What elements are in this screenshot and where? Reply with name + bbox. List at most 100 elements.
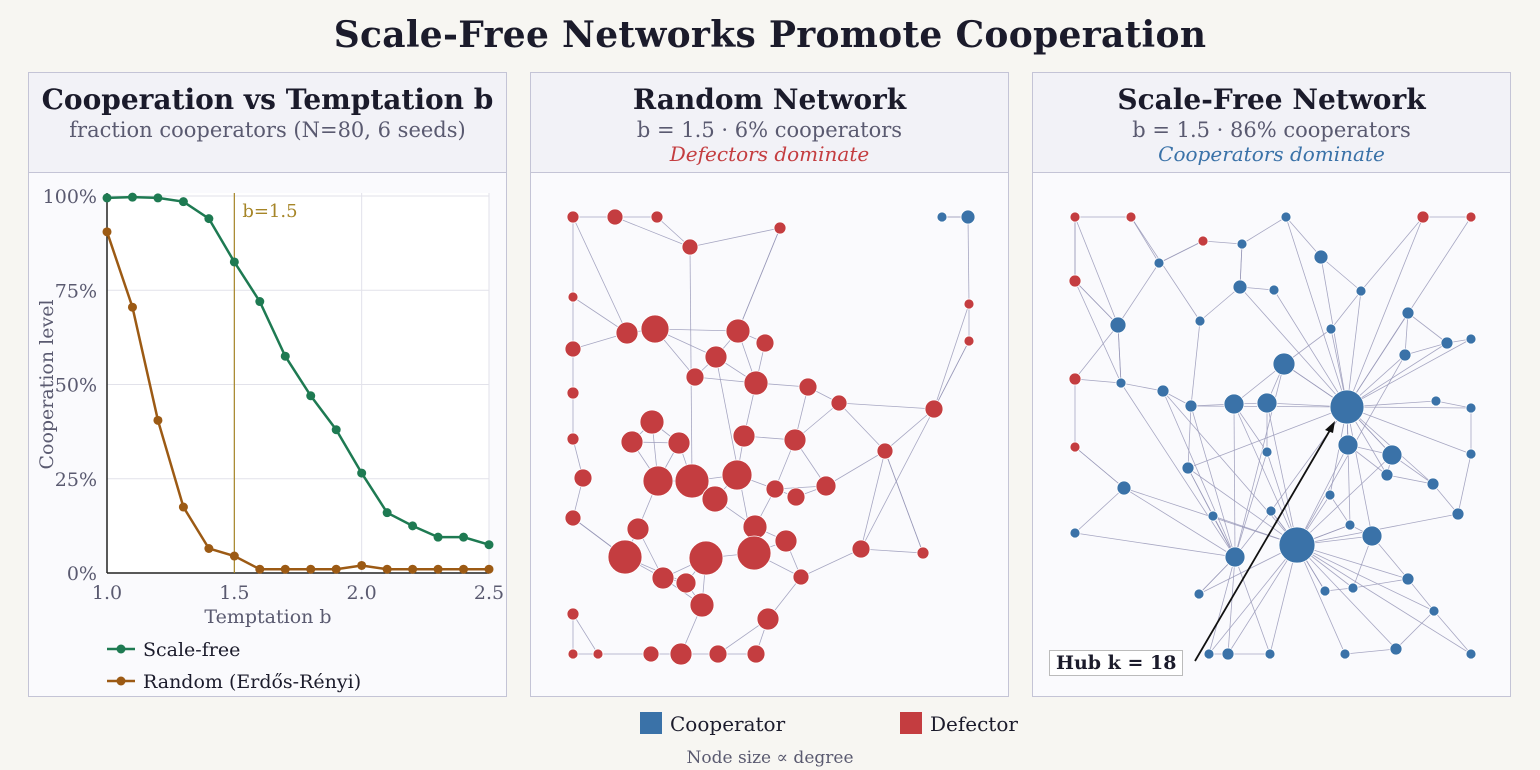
network-edge <box>1158 240 1204 264</box>
defector-node <box>642 645 660 663</box>
network-edge <box>1329 494 1351 526</box>
random-panel-header: Random Network b = 1.5 · 6% cooperators … <box>531 73 1008 173</box>
line-chart: 1.0 1.5 2.0 2.5 0% 25% 50% 75% 100% b=1.5 Temptati… <box>36 186 504 693</box>
chart-subtitle: fraction cooperators (N=80, 6 seeds) <box>69 118 466 142</box>
network-edge <box>689 227 781 248</box>
defector-node <box>783 428 807 452</box>
defector-node <box>732 424 756 448</box>
cooperator-node <box>1280 211 1292 223</box>
defector-node <box>674 463 710 499</box>
scalefree-subtitle: b = 1.5 · 86% cooperators <box>1132 118 1411 142</box>
network-edge <box>1296 454 1393 546</box>
network-edge <box>689 246 693 482</box>
defector-node <box>773 221 787 235</box>
data-point <box>178 502 188 512</box>
network-edge <box>1296 444 1349 546</box>
network-edge <box>825 450 886 487</box>
scalefree-note: Cooperators dominate <box>1158 142 1385 166</box>
network-edge <box>572 216 628 334</box>
cooperator-node <box>1232 279 1248 295</box>
network-edge <box>1330 290 1362 330</box>
cooperator-node <box>1398 348 1412 362</box>
defector-node <box>798 377 818 397</box>
defector-swatch <box>900 712 922 734</box>
cooperator-node <box>1116 480 1132 496</box>
network-edge <box>1074 324 1119 380</box>
data-point <box>255 564 265 574</box>
network-edge <box>1432 483 1459 515</box>
defector-node <box>566 210 580 224</box>
defector-node <box>650 210 664 224</box>
legend-caption: Node size ∝ degree <box>686 748 854 768</box>
cooperator-node <box>1339 648 1351 660</box>
y-tick-label: 50% <box>55 375 97 397</box>
network-edge <box>1346 406 1373 537</box>
cooperator-node <box>1256 392 1278 414</box>
defector-node <box>851 539 871 559</box>
defector-node <box>564 340 582 358</box>
network-edge <box>1346 338 1472 408</box>
defector-node <box>786 487 806 507</box>
cooperator-node <box>960 209 976 225</box>
network-edge <box>1360 216 1424 292</box>
network-edge <box>1407 312 1448 344</box>
defector-node <box>1465 211 1477 223</box>
network-edge <box>1227 556 1236 655</box>
cooperator-node <box>1109 316 1127 334</box>
cooperator-node <box>1329 389 1365 425</box>
cooperator-node <box>1426 477 1440 491</box>
defector-node <box>742 514 768 540</box>
network-edge <box>1404 312 1409 356</box>
data-point <box>433 532 443 542</box>
cooperator-node <box>1465 333 1477 345</box>
network-edge <box>1352 578 1409 589</box>
cooperator-node <box>1344 519 1356 531</box>
cooperator-node <box>1325 323 1337 335</box>
defector-node <box>606 208 624 226</box>
network-edge <box>933 303 970 410</box>
network-edge <box>1344 648 1397 655</box>
network-edge <box>1395 610 1435 650</box>
legend-marker <box>116 676 126 686</box>
chart-title: Cooperation vs Temptation b <box>41 83 494 116</box>
cooperator-node <box>1428 605 1440 617</box>
defector-node <box>639 409 665 435</box>
y-tick-label: 0% <box>67 563 97 585</box>
network-edge <box>1074 280 1119 326</box>
defector-node <box>566 386 580 400</box>
network-edge <box>884 408 935 452</box>
cooperator-node <box>1278 526 1316 564</box>
network-edge <box>1296 544 1435 612</box>
data-point <box>127 192 137 202</box>
network-edge <box>1187 467 1214 517</box>
network-edge <box>1120 382 1236 558</box>
cooperator-node <box>1380 468 1394 482</box>
random-subtitle: b = 1.5 · 6% cooperators <box>636 118 903 142</box>
defector-node <box>607 539 643 575</box>
defector-node <box>669 642 693 666</box>
defector-node <box>667 431 691 455</box>
network-edge <box>1296 544 1397 650</box>
data-point <box>204 543 214 553</box>
defector-node <box>708 644 728 664</box>
cooperator-node <box>1224 546 1246 568</box>
data-point <box>127 302 137 312</box>
defector-node <box>704 345 728 369</box>
x-tick-label: 2.0 <box>347 582 377 604</box>
cooperator-node <box>1324 489 1336 501</box>
data-point <box>484 540 494 550</box>
network-edge <box>737 227 781 332</box>
hub-arrow-line <box>1194 424 1334 662</box>
network-edge <box>1346 290 1362 408</box>
network-edge <box>967 216 970 305</box>
network-edge <box>1117 324 1122 384</box>
y-tick-label: 75% <box>55 280 97 302</box>
hub-label: Hub k = 18 <box>1049 650 1184 676</box>
cooperator-node <box>1069 527 1081 539</box>
network-edge <box>1433 610 1472 655</box>
b-marker-label: b=1.5 <box>242 201 297 222</box>
data-point <box>280 564 290 574</box>
network-edge <box>1241 216 1287 245</box>
network-edge <box>1457 453 1472 515</box>
legend-cooperator: Cooperator <box>640 712 785 742</box>
